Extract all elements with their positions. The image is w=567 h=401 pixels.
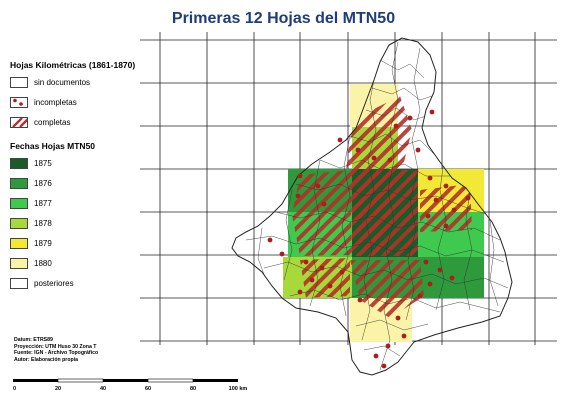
completas-hatch-layer: [292, 96, 472, 318]
legend-item-fecha: 1879: [10, 237, 135, 250]
legend-kilometricas-heading: Hojas Kilométricas (1861-1870): [10, 60, 136, 70]
legend-item-fecha: 1878: [10, 217, 135, 230]
color-swatch-icon: [10, 278, 28, 289]
color-swatch-icon: [10, 198, 28, 209]
legend-fecha-label: 1877: [34, 199, 52, 208]
color-swatch-icon: [10, 238, 28, 249]
credit-author: Autor: Elaboración propia: [14, 356, 78, 363]
legend-fecha-label: posteriores: [34, 279, 74, 288]
empty-swatch-icon: [10, 77, 28, 88]
legend-fecha-label: 1876: [34, 179, 52, 188]
incompletas-dots-layer: [267, 109, 471, 369]
map-credits: Datum: ETRS89 Proyección: UTM Huso 30 Zo…: [14, 337, 98, 363]
credit-source: Fuente: IGN - Archivo Topográfico: [14, 350, 99, 357]
scale-bar: 0 20 40 60 80 100 km: [13, 378, 248, 392]
legend-item-fecha: 1876: [10, 177, 135, 190]
legend-item-sin-documentos: sin documentos: [10, 76, 135, 89]
credit-datum: Datum: ETRS89: [14, 337, 53, 343]
map-title: Primeras 12 Hojas del MTN50: [171, 10, 396, 27]
map-legend: Hojas Kilométricas (1861-1870) sin docum…: [10, 60, 135, 297]
legend-fecha-label: 1880: [34, 259, 52, 268]
color-swatch-icon: [10, 218, 28, 229]
scale-tick-label: 100 km: [229, 386, 248, 392]
legend-fechas-heading: Fechas Hojas MTN50: [10, 141, 96, 151]
scale-tick-label: 40: [100, 386, 106, 392]
legend-item-fecha: 1877: [10, 197, 135, 210]
scale-tick-label: 0: [13, 386, 16, 392]
legend-item-completas: completas: [10, 116, 135, 129]
legend-fecha-label: 1879: [34, 239, 52, 248]
credit-projection: Proyección: UTM Huso 30 Zona T: [14, 343, 97, 350]
municipal-boundaries-layer: [245, 41, 509, 371]
legend-item-fecha: 1880: [10, 257, 135, 270]
color-swatch-icon: [10, 258, 28, 269]
scale-tick-label: 60: [145, 386, 151, 392]
legend-item-incompletas: incompletas: [10, 96, 135, 109]
legend-fecha-label: 1878: [34, 219, 52, 228]
scale-tick-label: 80: [190, 386, 196, 392]
scale-tick-label: 20: [55, 386, 61, 392]
color-swatch-icon: [10, 178, 28, 189]
legend-fecha-label: 1875: [34, 159, 52, 168]
hatch-swatch-icon: [10, 117, 28, 128]
dot-swatch-icon: [10, 97, 28, 108]
legend-fechas-list: 1875 1876 1877 1878 1879 1880 posteriores: [10, 157, 135, 290]
legend-item-fecha: posteriores: [10, 277, 135, 290]
legend-item-fecha: 1875: [10, 157, 135, 170]
color-swatch-icon: [10, 158, 28, 169]
